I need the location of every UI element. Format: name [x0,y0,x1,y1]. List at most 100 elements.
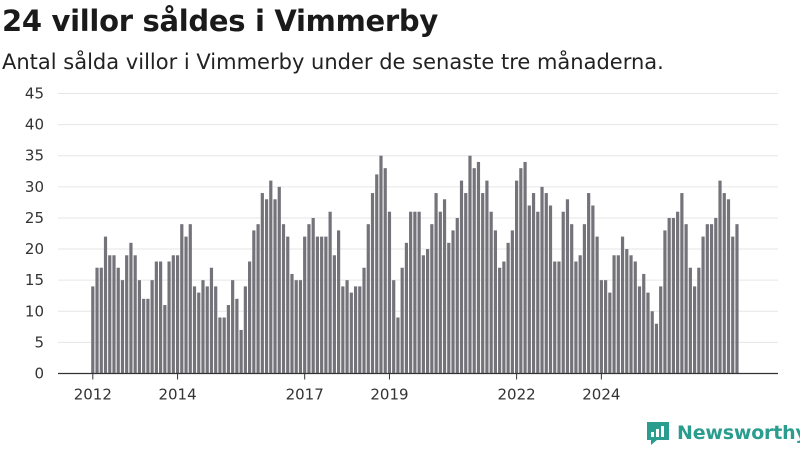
bar [375,174,379,374]
bar [231,280,235,374]
bar [332,255,336,374]
bar [722,193,726,374]
bar [570,224,574,374]
bar [209,267,214,374]
bar [358,286,362,374]
bar [485,180,489,374]
bar [536,211,540,374]
y-tick-label: 45 [25,85,44,103]
bar [472,168,476,374]
bar [188,224,192,374]
bar [455,217,459,374]
bar [654,323,659,374]
bar [315,236,320,374]
bar [447,242,451,374]
bar [345,280,349,374]
bar [548,205,553,374]
bar [417,211,421,374]
bar [540,186,544,374]
bar [366,224,370,374]
bar [341,286,345,374]
bar [108,255,112,374]
bar [320,236,324,374]
bar [451,230,455,374]
bar [519,168,523,374]
x-axis-labels: 2012 2014 2017 2019 2022 2024 [74,386,621,404]
bar [396,317,400,374]
y-tick-label: 15 [25,271,44,289]
bar [629,255,633,374]
bar [383,168,387,374]
bar [256,224,260,374]
x-tick-label: 2024 [582,386,620,404]
bar [180,224,184,374]
y-tick-label: 25 [25,209,44,227]
bar [709,224,714,374]
newsworthy-logo-icon [647,422,669,445]
bar [608,292,612,374]
bar [171,255,175,374]
bar [239,329,243,374]
bar [248,261,252,374]
bar [582,224,587,374]
bar [129,242,133,374]
bar [192,286,197,374]
bar [493,230,498,374]
bar [103,236,108,374]
bar [426,249,430,374]
y-tick-label: 30 [25,178,44,196]
bar [370,193,375,374]
bar [273,199,277,374]
bar [269,180,273,374]
bar [612,255,616,374]
bar [659,286,663,374]
y-tick-label: 20 [25,240,44,258]
bar [120,280,125,374]
bar [409,211,413,374]
bar [625,249,629,374]
bar [413,211,417,374]
bar [735,224,739,374]
bar [527,205,531,374]
bar [697,267,701,374]
bar [298,280,303,374]
bar [565,199,570,374]
bar [701,236,705,374]
bar [587,193,591,374]
bar [184,236,188,374]
bar [400,267,404,374]
bar [303,236,307,374]
bar [277,186,281,374]
bar [387,211,392,374]
bar [434,193,438,374]
bar [430,224,434,374]
bar [286,236,290,374]
y-tick-label: 35 [25,147,44,165]
y-axis-labels: 0 5 10 15 20 25 30 35 40 45 [25,85,44,383]
bar [731,236,735,374]
bar [243,286,247,374]
annotations: 24 [735,0,757,5]
bar [688,267,692,374]
bar [684,224,688,374]
bar [642,273,646,374]
y-tick-label: 5 [34,333,44,351]
bar [726,199,731,374]
bar [438,211,442,374]
bar [218,317,222,374]
bar [667,217,671,374]
bar [693,286,697,374]
bar [421,255,425,374]
bar [489,211,493,374]
bar [595,236,599,374]
bar [705,224,709,374]
x-tick-label: 2014 [158,386,196,404]
bar [146,298,150,374]
chart-title: 24 villor såldes i Vimmerby [2,4,438,38]
bar [620,236,625,374]
chart-subtitle: Antal sålda villor i Vimmerby under de s… [2,50,664,74]
bar [714,217,718,374]
bar [133,255,137,374]
bar [544,193,548,374]
